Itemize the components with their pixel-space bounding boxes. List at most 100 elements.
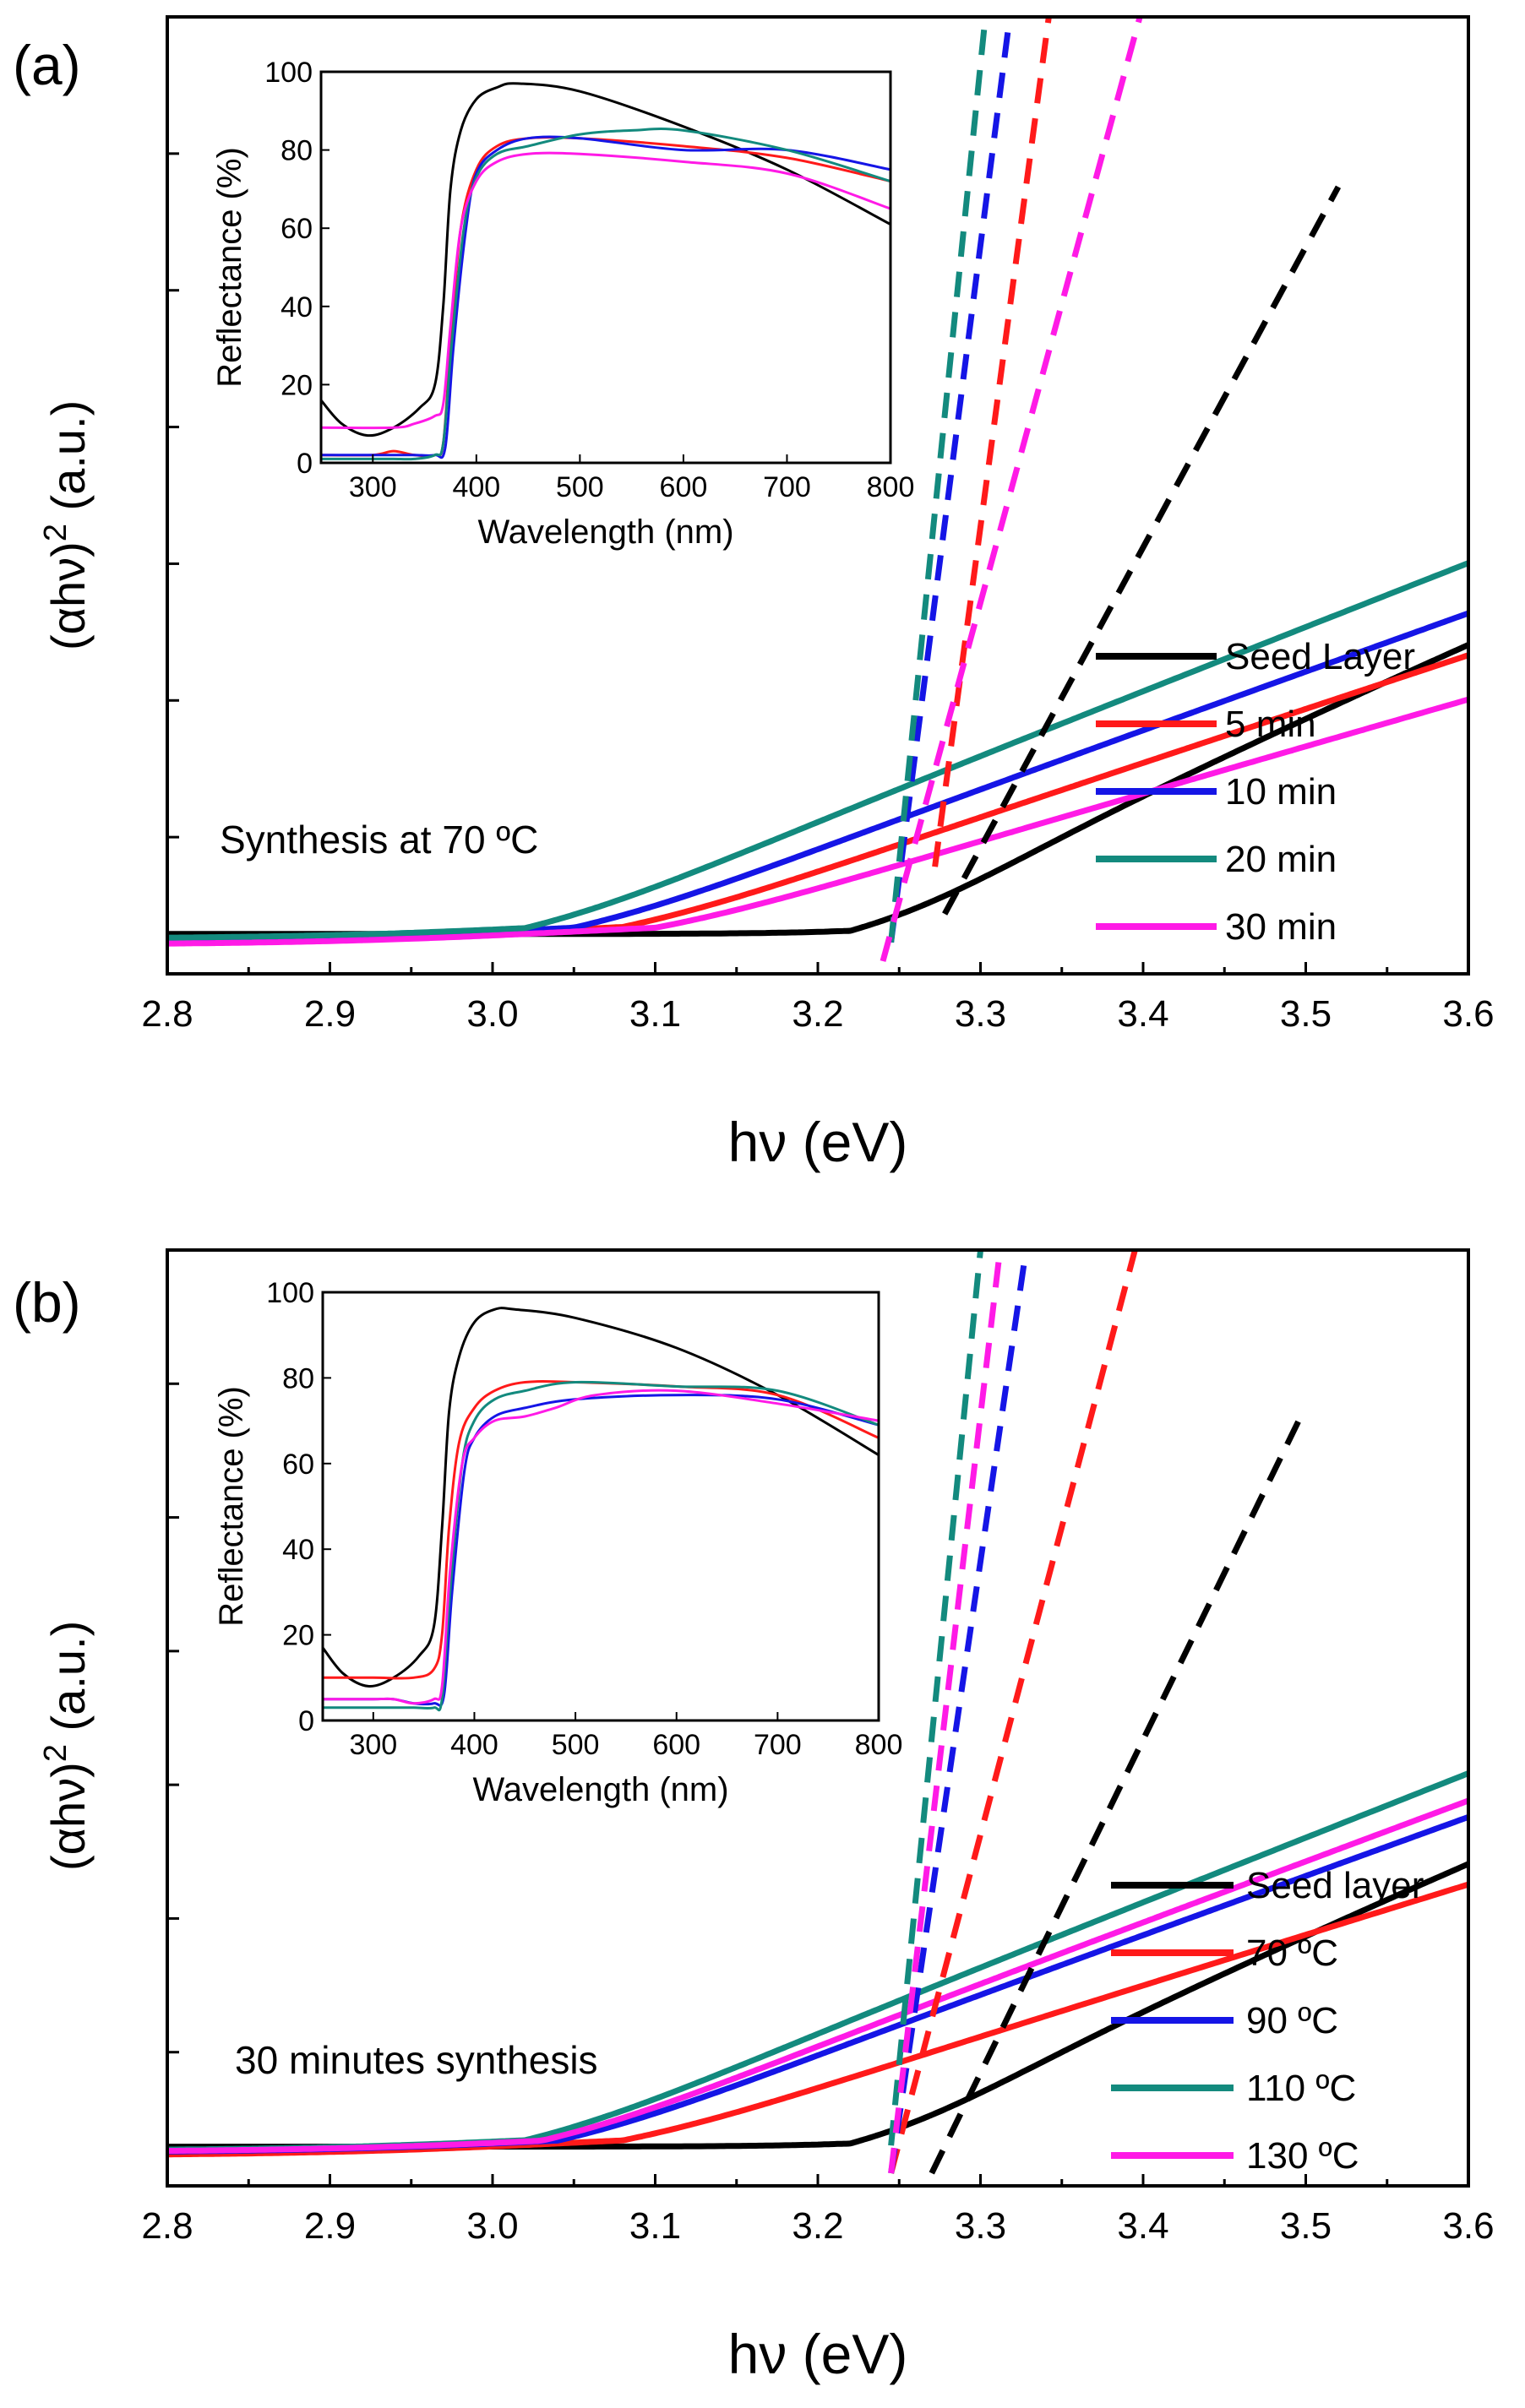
fit-line bbox=[888, 1250, 983, 2146]
panel-a: (a) 2.8 2.9 3.0 3.1 3.2 3.3 3.4 3.5 3.6 hν (eV) … bbox=[13, 15, 1495, 1173]
fit-lines bbox=[880, 17, 1342, 962]
inset-x-tick-label: 500 bbox=[552, 1729, 600, 1761]
y-ticks bbox=[167, 152, 179, 839]
x-tick-label: 2.9 bbox=[304, 2205, 356, 2247]
inset-y-tick-label: 40 bbox=[282, 1534, 314, 1566]
x-tick-label: 3.5 bbox=[1280, 993, 1332, 1035]
fit-line bbox=[888, 1250, 1004, 2174]
inset-x-tick-label: 400 bbox=[452, 471, 500, 503]
inset-series-line bbox=[321, 82, 890, 438]
x-tick-label: 3.0 bbox=[466, 993, 518, 1035]
inset-y-tick-label: 20 bbox=[282, 1620, 314, 1652]
fit-line bbox=[888, 17, 1013, 943]
legend-label: 130 ºC bbox=[1246, 2135, 1359, 2177]
inset-y-tick-label: 100 bbox=[264, 57, 313, 89]
y-axis-title-superscript: 2 bbox=[38, 1744, 74, 1762]
inset-y-tick-label: 80 bbox=[280, 135, 313, 167]
y-ticks bbox=[167, 1382, 179, 2054]
series-line bbox=[167, 560, 1468, 941]
legend-label: 10 min bbox=[1225, 771, 1337, 813]
legend-label: 90 ºC bbox=[1246, 2000, 1338, 2041]
inset-y-tick-label: 80 bbox=[282, 1362, 314, 1394]
y-axis-title: (αhν)2 (a.u.) bbox=[38, 400, 95, 650]
inset-series-line bbox=[321, 135, 890, 459]
series-line bbox=[167, 696, 1468, 947]
panel-label: (b) bbox=[13, 1271, 81, 1334]
inset-series-line bbox=[323, 1380, 879, 1712]
inset-x-axis-title: Wavelength (nm) bbox=[477, 514, 733, 551]
inset-y-tick-label: 40 bbox=[280, 291, 313, 323]
x-tick-label: 3.6 bbox=[1442, 2205, 1494, 2247]
inset-y-tick-label: 20 bbox=[280, 369, 313, 401]
inset-chart: 300 400 500 600 700 800 0 20 40 60 80 100 Wavelength… bbox=[213, 1277, 902, 1808]
fit-line bbox=[942, 185, 1342, 916]
inset-y-axis-title: Reflectance (%) bbox=[211, 147, 248, 388]
x-tick-label: 3.4 bbox=[1117, 993, 1168, 1035]
legend-label: 20 min bbox=[1225, 839, 1337, 880]
inset-series-line bbox=[323, 1380, 879, 1680]
x-tick-label: 3.3 bbox=[955, 993, 1006, 1035]
x-tick-label: 3.3 bbox=[955, 2205, 1006, 2247]
x-tick-label: 3.2 bbox=[792, 993, 843, 1035]
x-tick-label: 2.8 bbox=[141, 993, 193, 1035]
fit-line bbox=[888, 1250, 1029, 2174]
x-tick-label: 2.9 bbox=[304, 993, 356, 1035]
inset-series-line bbox=[323, 1389, 879, 1705]
legend-label: Seed Layer bbox=[1225, 636, 1415, 677]
y-axis-title-base: (αhν) bbox=[41, 541, 95, 650]
inset-chart: 300 400 500 600 700 800 0 20 40 60 80 100 Wavelength… bbox=[211, 57, 914, 551]
panel-label: (a) bbox=[13, 34, 81, 96]
x-tick-label: 3.5 bbox=[1280, 2205, 1332, 2247]
legend-label: 30 min bbox=[1225, 906, 1337, 948]
y-axis-title-unit: (a.u.) bbox=[41, 1621, 95, 1744]
inset-y-tick-label: 60 bbox=[282, 1449, 314, 1481]
inset-y-tick-label: 0 bbox=[297, 448, 313, 480]
series-line bbox=[167, 1797, 1468, 2155]
inset-x-tick-label: 600 bbox=[652, 1729, 700, 1761]
x-tick-label: 3.1 bbox=[629, 2205, 681, 2247]
inset-series-line bbox=[323, 1394, 879, 1707]
inset-curves bbox=[323, 1307, 879, 1712]
inset-x-tick-label: 500 bbox=[556, 471, 604, 503]
x-axis-title: hν (eV) bbox=[728, 1111, 908, 1173]
legend: Seed layer 70 ºC 90 ºC 110 ºC 130 ºC bbox=[1111, 1865, 1424, 2177]
inset-x-tick-label: 800 bbox=[855, 1729, 903, 1761]
inset-y-tick-label: 100 bbox=[266, 1277, 314, 1309]
y-axis-title-base: (αhν) bbox=[41, 1762, 95, 1871]
legend-label: Seed layer bbox=[1246, 1865, 1424, 1906]
inset-y-axis-title: Reflectance (%) bbox=[213, 1386, 250, 1627]
fit-lines bbox=[888, 1250, 1304, 2175]
x-tick-label: 3.2 bbox=[792, 2205, 843, 2247]
legend: Seed Layer 5 min 10 min 20 min 30 min bbox=[1096, 636, 1415, 948]
x-tick-label: 2.8 bbox=[141, 2205, 193, 2247]
inset-x-tick-label: 300 bbox=[349, 1729, 397, 1761]
inset-y-tick-label: 60 bbox=[280, 213, 313, 245]
inset-x-tick-label: 300 bbox=[349, 471, 397, 503]
legend-label: 110 ºC bbox=[1246, 2068, 1356, 2109]
annotation: 30 minutes synthesis bbox=[235, 2038, 598, 2082]
y-axis-title: (αhν)2 (a.u.) bbox=[38, 1621, 95, 1871]
fit-line bbox=[880, 17, 1143, 962]
fit-line bbox=[888, 17, 989, 943]
inset-series-line bbox=[321, 151, 890, 430]
x-tick-label: 3.6 bbox=[1442, 993, 1494, 1035]
x-ticks: 2.8 2.9 3.0 3.1 3.2 3.3 3.4 3.5 3.6 bbox=[141, 962, 1495, 1035]
main-curves bbox=[167, 560, 1468, 947]
fit-line bbox=[932, 17, 1052, 867]
fit-line bbox=[929, 1415, 1304, 2175]
x-tick-label: 3.1 bbox=[629, 993, 681, 1035]
inset-x-tick-label: 600 bbox=[660, 471, 708, 503]
main-curves bbox=[167, 1770, 1468, 2158]
inset-curves bbox=[321, 82, 890, 461]
x-tick-label: 3.4 bbox=[1117, 2205, 1168, 2247]
inset-x-tick-label: 700 bbox=[763, 471, 811, 503]
inset-x-axis-title: Wavelength (nm) bbox=[472, 1771, 728, 1808]
y-axis-title-unit: (a.u.) bbox=[41, 400, 95, 524]
inset-frame bbox=[321, 1291, 880, 1722]
y-axis-title-superscript: 2 bbox=[38, 524, 74, 541]
x-tick-label: 3.0 bbox=[466, 2205, 518, 2247]
annotation: Synthesis at 70 ºC bbox=[220, 818, 538, 862]
inset-x-tick-label: 400 bbox=[450, 1729, 498, 1761]
